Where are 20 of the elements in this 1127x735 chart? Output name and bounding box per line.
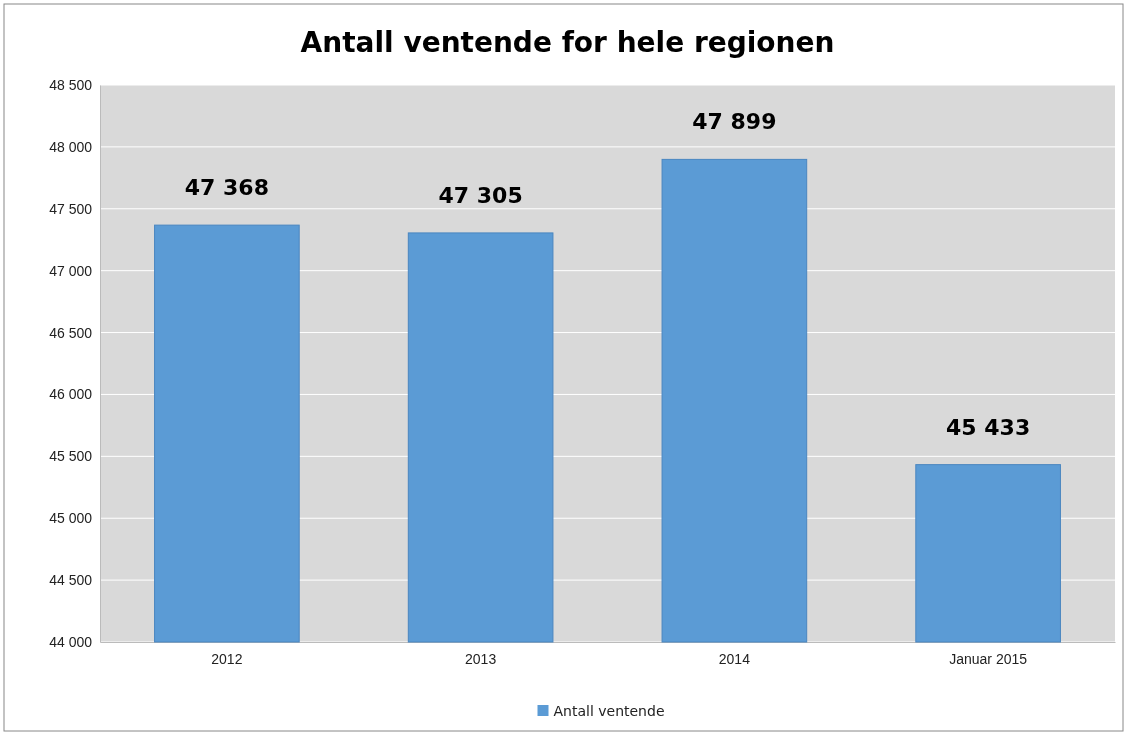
y-tick-label: 44 500 xyxy=(49,572,93,589)
y-tick-label: 45 000 xyxy=(49,510,93,527)
data-label: 45 433 xyxy=(946,414,1031,440)
legend-label: Antall ventende xyxy=(553,703,665,719)
y-tick-label: 48 000 xyxy=(49,138,93,155)
y-tick-label: 48 500 xyxy=(49,76,93,93)
y-tick-label: 45 500 xyxy=(49,448,93,465)
x-tick-label: 2014 xyxy=(718,650,751,667)
x-tick-label: 2012 xyxy=(211,650,243,667)
x-tick-label: 2013 xyxy=(465,650,497,667)
chart-title: Antall ventende for hele regionen xyxy=(300,26,835,59)
data-label: 47 305 xyxy=(438,182,523,208)
y-tick-label: 44 000 xyxy=(49,633,93,650)
x-tick-label: Januar 2015 xyxy=(949,650,1028,667)
y-tick-label: 47 000 xyxy=(49,262,93,279)
data-label: 47 899 xyxy=(692,109,777,135)
data-label: 47 368 xyxy=(184,175,269,201)
y-tick-label: 46 000 xyxy=(49,386,93,403)
y-tick-label: 46 500 xyxy=(49,324,93,341)
y-tick-label: 47 500 xyxy=(49,200,93,217)
